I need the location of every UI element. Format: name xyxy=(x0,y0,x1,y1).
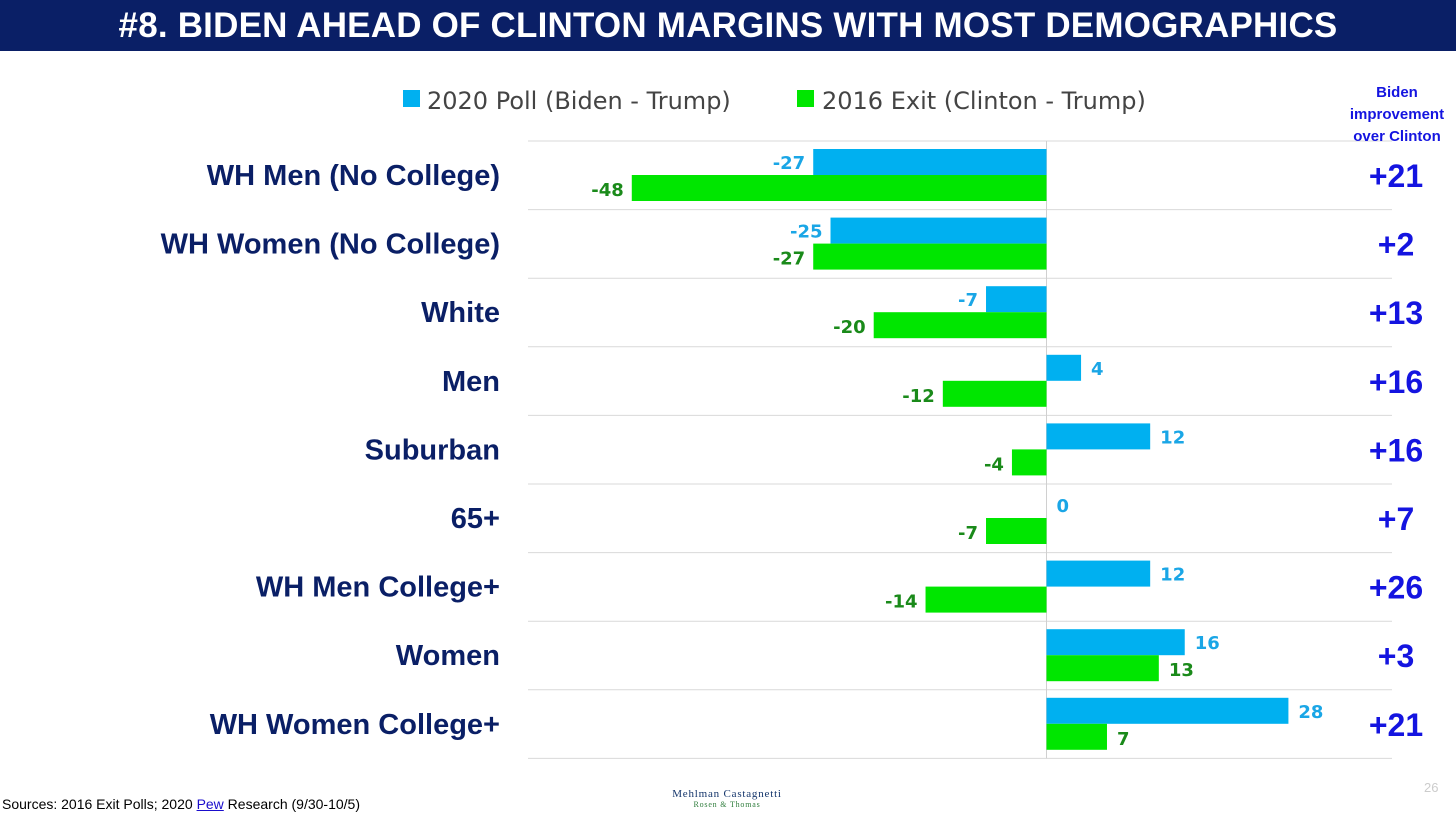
value-label-2020: -27 xyxy=(773,153,806,174)
value-label-2020: 16 xyxy=(1195,633,1220,654)
improvement-value: +7 xyxy=(1378,501,1414,537)
company-logo: Mehlman Castagnetti Rosen & Thomas xyxy=(664,788,790,809)
pew-link[interactable]: Pew xyxy=(196,796,224,812)
bar-2020 xyxy=(1046,560,1151,587)
bar-2020 xyxy=(1046,354,1082,381)
category-label: White xyxy=(421,297,500,329)
bar-2016 xyxy=(1046,723,1107,750)
page-number: 26 xyxy=(1424,780,1439,795)
bar-2020 xyxy=(1046,697,1289,724)
category-label: Suburban xyxy=(365,434,500,466)
slide-title: #8. BIDEN AHEAD OF CLINTON MARGINS WITH … xyxy=(118,5,1338,45)
legend-swatch-2016 xyxy=(797,90,814,107)
value-label-2020: 0 xyxy=(1057,496,1070,517)
improvement-header: Biden improvement over Clinton xyxy=(1349,84,1445,145)
value-label-2016: -7 xyxy=(958,523,978,544)
improvement-value: +16 xyxy=(1369,364,1423,400)
bar-2016 xyxy=(925,586,1047,613)
category-label: WH Women (No College) xyxy=(161,229,500,261)
value-label-2020: 12 xyxy=(1160,427,1185,448)
legend-label-2020: 2020 Poll (Biden - Trump) xyxy=(427,87,731,115)
improvement-value: +21 xyxy=(1369,158,1423,194)
bar-2020 xyxy=(986,286,1047,313)
bar-2016 xyxy=(942,380,1047,407)
category-label: WH Men College+ xyxy=(256,572,500,604)
value-label-2016: 7 xyxy=(1117,729,1130,750)
bar-2016 xyxy=(1046,655,1159,682)
bar-2020 xyxy=(1046,629,1185,656)
sources-prefix: Sources: 2016 Exit Polls; 2020 xyxy=(2,796,197,812)
value-label-2016: -4 xyxy=(984,454,1004,475)
bar-2016 xyxy=(631,175,1047,201)
improvement-value: +21 xyxy=(1369,707,1423,743)
improvement-value: +26 xyxy=(1369,570,1423,606)
value-label-2020: 12 xyxy=(1160,565,1185,586)
bar-2016 xyxy=(813,243,1047,270)
value-label-2020: -25 xyxy=(790,222,823,243)
improvement-value: +2 xyxy=(1378,227,1414,263)
value-label-2016: -20 xyxy=(833,317,866,338)
sources-note: Sources: 2016 Exit Polls; 2020 Pew Resea… xyxy=(2,796,360,812)
title-bar: #8. BIDEN AHEAD OF CLINTON MARGINS WITH … xyxy=(0,0,1456,51)
value-label-2016: -48 xyxy=(591,180,624,201)
bar-2016 xyxy=(986,518,1047,544)
legend-label-2016: 2016 Exit (Clinton - Trump) xyxy=(822,87,1146,115)
value-label-2016: -27 xyxy=(773,249,806,270)
value-label-2016: -14 xyxy=(885,592,918,613)
legend-swatch-2020 xyxy=(403,90,420,107)
bar-2020 xyxy=(1046,423,1151,450)
bar-2016 xyxy=(1011,449,1047,476)
bar-2020 xyxy=(830,217,1047,244)
logo-line-1: Mehlman Castagnetti xyxy=(672,788,782,800)
category-label: Women xyxy=(396,640,500,672)
category-label: 65+ xyxy=(451,503,500,535)
value-label-2016: -12 xyxy=(902,386,935,407)
category-label: Men xyxy=(442,366,500,398)
value-label-2016: 13 xyxy=(1169,660,1194,681)
improvement-value: +3 xyxy=(1378,638,1414,674)
category-label: WH Women College+ xyxy=(210,709,500,741)
bar-2020 xyxy=(813,149,1047,175)
logo-line-2: Rosen & Thomas xyxy=(693,800,761,809)
category-label: WH Men (No College) xyxy=(207,160,500,192)
sources-suffix: Research (9/30-10/5) xyxy=(223,796,360,812)
value-label-2020: 28 xyxy=(1298,702,1323,723)
value-label-2020: 4 xyxy=(1091,359,1104,380)
improvement-value: +16 xyxy=(1369,432,1423,468)
improvement-value: +13 xyxy=(1369,295,1423,331)
value-label-2020: -7 xyxy=(958,290,978,311)
bar-2016 xyxy=(873,312,1047,339)
